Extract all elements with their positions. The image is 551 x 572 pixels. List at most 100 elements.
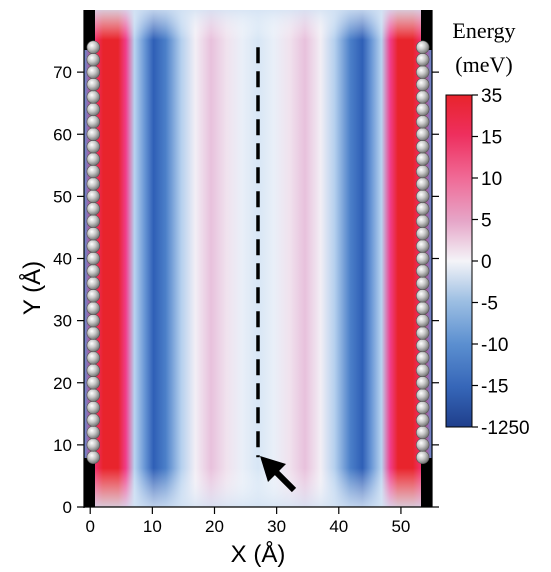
atom-right bbox=[415, 326, 430, 340]
x-tick-label: 40 bbox=[329, 517, 348, 536]
heatmap-bottom-fade bbox=[84, 468, 432, 507]
colorbar-tick-label: 10 bbox=[481, 169, 502, 190]
y-tick-label: 60 bbox=[53, 125, 72, 144]
atom-right bbox=[415, 338, 430, 353]
atom-left bbox=[86, 202, 101, 216]
atom-left bbox=[86, 388, 101, 402]
atom-left bbox=[86, 289, 101, 303]
atom-right bbox=[415, 102, 430, 117]
y-tick-label: 0 bbox=[63, 498, 72, 517]
atom-right bbox=[415, 52, 430, 67]
atom-left bbox=[86, 400, 101, 415]
arrow-icon bbox=[260, 456, 297, 493]
x-tick-label: 50 bbox=[391, 517, 410, 536]
atom-right bbox=[415, 363, 430, 378]
heatmap-top-fade bbox=[84, 10, 432, 40]
atom-left bbox=[86, 363, 101, 378]
colorbar-ticks: 35 15 10 5 0 -5 -10 -15 -1250 bbox=[472, 86, 530, 439]
atom-right bbox=[415, 376, 430, 390]
atom-left bbox=[86, 65, 101, 79]
colorbar-tick-label: 15 bbox=[481, 128, 502, 149]
heatmap-area bbox=[84, 10, 432, 507]
colorbar-gradient bbox=[445, 94, 473, 428]
atom-left bbox=[86, 239, 101, 253]
atom-right bbox=[415, 139, 430, 154]
y-ticks: 0 10 20 30 40 50 60 70 bbox=[53, 63, 439, 517]
atom-left bbox=[86, 413, 101, 427]
atom-chains bbox=[86, 40, 430, 464]
atom-left bbox=[86, 450, 101, 464]
atom-right bbox=[415, 413, 430, 427]
right-wall-top bbox=[421, 10, 432, 50]
atom-left bbox=[86, 189, 101, 204]
colorbar-tick-label: 5 bbox=[481, 211, 492, 232]
arrow-head bbox=[260, 456, 286, 482]
x-ticks: 0 10 20 30 40 50 bbox=[85, 507, 410, 536]
atom-right bbox=[415, 239, 430, 253]
atom-left bbox=[86, 127, 101, 141]
atom-left bbox=[86, 164, 101, 179]
y-tick-label: 70 bbox=[53, 63, 72, 82]
y-tick-label: 40 bbox=[53, 250, 72, 269]
atom-right bbox=[415, 400, 430, 415]
y-tick-label: 10 bbox=[53, 436, 72, 455]
atom-left bbox=[86, 326, 101, 340]
colorbar-tick-label: 35 bbox=[481, 86, 502, 107]
y-tick-label: 50 bbox=[53, 187, 72, 206]
x-tick-label: 20 bbox=[205, 517, 224, 536]
atom-right bbox=[415, 226, 430, 241]
atom-right bbox=[415, 40, 430, 54]
colorbar-tick-label: -5 bbox=[481, 294, 498, 315]
atom-left bbox=[86, 102, 101, 117]
atom-left bbox=[86, 77, 101, 92]
atom-left bbox=[86, 338, 101, 353]
atom-left bbox=[86, 251, 101, 266]
colorbar-tick-label: -15 bbox=[481, 377, 508, 398]
atom-right bbox=[415, 164, 430, 179]
y-axis-title: Y (Å) bbox=[18, 261, 46, 315]
atom-left bbox=[86, 351, 101, 365]
colorbar-tick-label: -1250 bbox=[481, 418, 530, 439]
atom-left bbox=[86, 313, 101, 328]
atom-right bbox=[415, 90, 430, 104]
right-wall-bottom bbox=[421, 458, 432, 507]
atom-right bbox=[415, 77, 430, 92]
atom-left bbox=[86, 376, 101, 390]
atom-right bbox=[415, 177, 430, 191]
axes: 0 10 20 30 40 50 0 10 20 30 40 50 60 70 X (Å) Y (Å) bbox=[18, 10, 439, 568]
atom-right bbox=[415, 115, 430, 129]
atom-left bbox=[86, 264, 101, 278]
atom-right bbox=[415, 276, 430, 291]
x-tick-label: 10 bbox=[143, 517, 162, 536]
y-tick-label: 30 bbox=[53, 312, 72, 331]
atom-right bbox=[415, 202, 430, 216]
colorbar-title-line1: Energy bbox=[452, 18, 515, 43]
atom-right bbox=[415, 65, 430, 79]
atom-left bbox=[86, 139, 101, 154]
atom-right bbox=[415, 301, 430, 315]
atom-left bbox=[86, 90, 101, 104]
atom-left bbox=[86, 438, 101, 452]
colorbar-tick-label: -10 bbox=[481, 335, 508, 356]
atom-right bbox=[415, 450, 430, 464]
atom-left bbox=[86, 425, 101, 440]
atom-right bbox=[415, 425, 430, 440]
atom-left bbox=[86, 152, 101, 166]
colorbar: Energy (meV) 35 15 10 5 0 -5 -10 -15 -1250 bbox=[445, 18, 530, 439]
atom-right bbox=[415, 189, 430, 204]
atom-right bbox=[415, 152, 430, 166]
atom-left bbox=[86, 276, 101, 291]
atom-right bbox=[415, 438, 430, 452]
heatmap-field bbox=[84, 10, 432, 507]
atom-right bbox=[415, 251, 430, 266]
atom-right bbox=[415, 127, 430, 141]
colorbar-tick-label: 0 bbox=[481, 252, 492, 273]
y-tick-label: 20 bbox=[53, 374, 72, 393]
atom-right bbox=[415, 214, 430, 228]
atom-left bbox=[86, 214, 101, 228]
left-wall-bottom bbox=[84, 458, 95, 507]
x-tick-label: 30 bbox=[267, 517, 286, 536]
left-wall-top bbox=[84, 10, 95, 50]
colorbar-title-line2: (meV) bbox=[455, 52, 512, 77]
